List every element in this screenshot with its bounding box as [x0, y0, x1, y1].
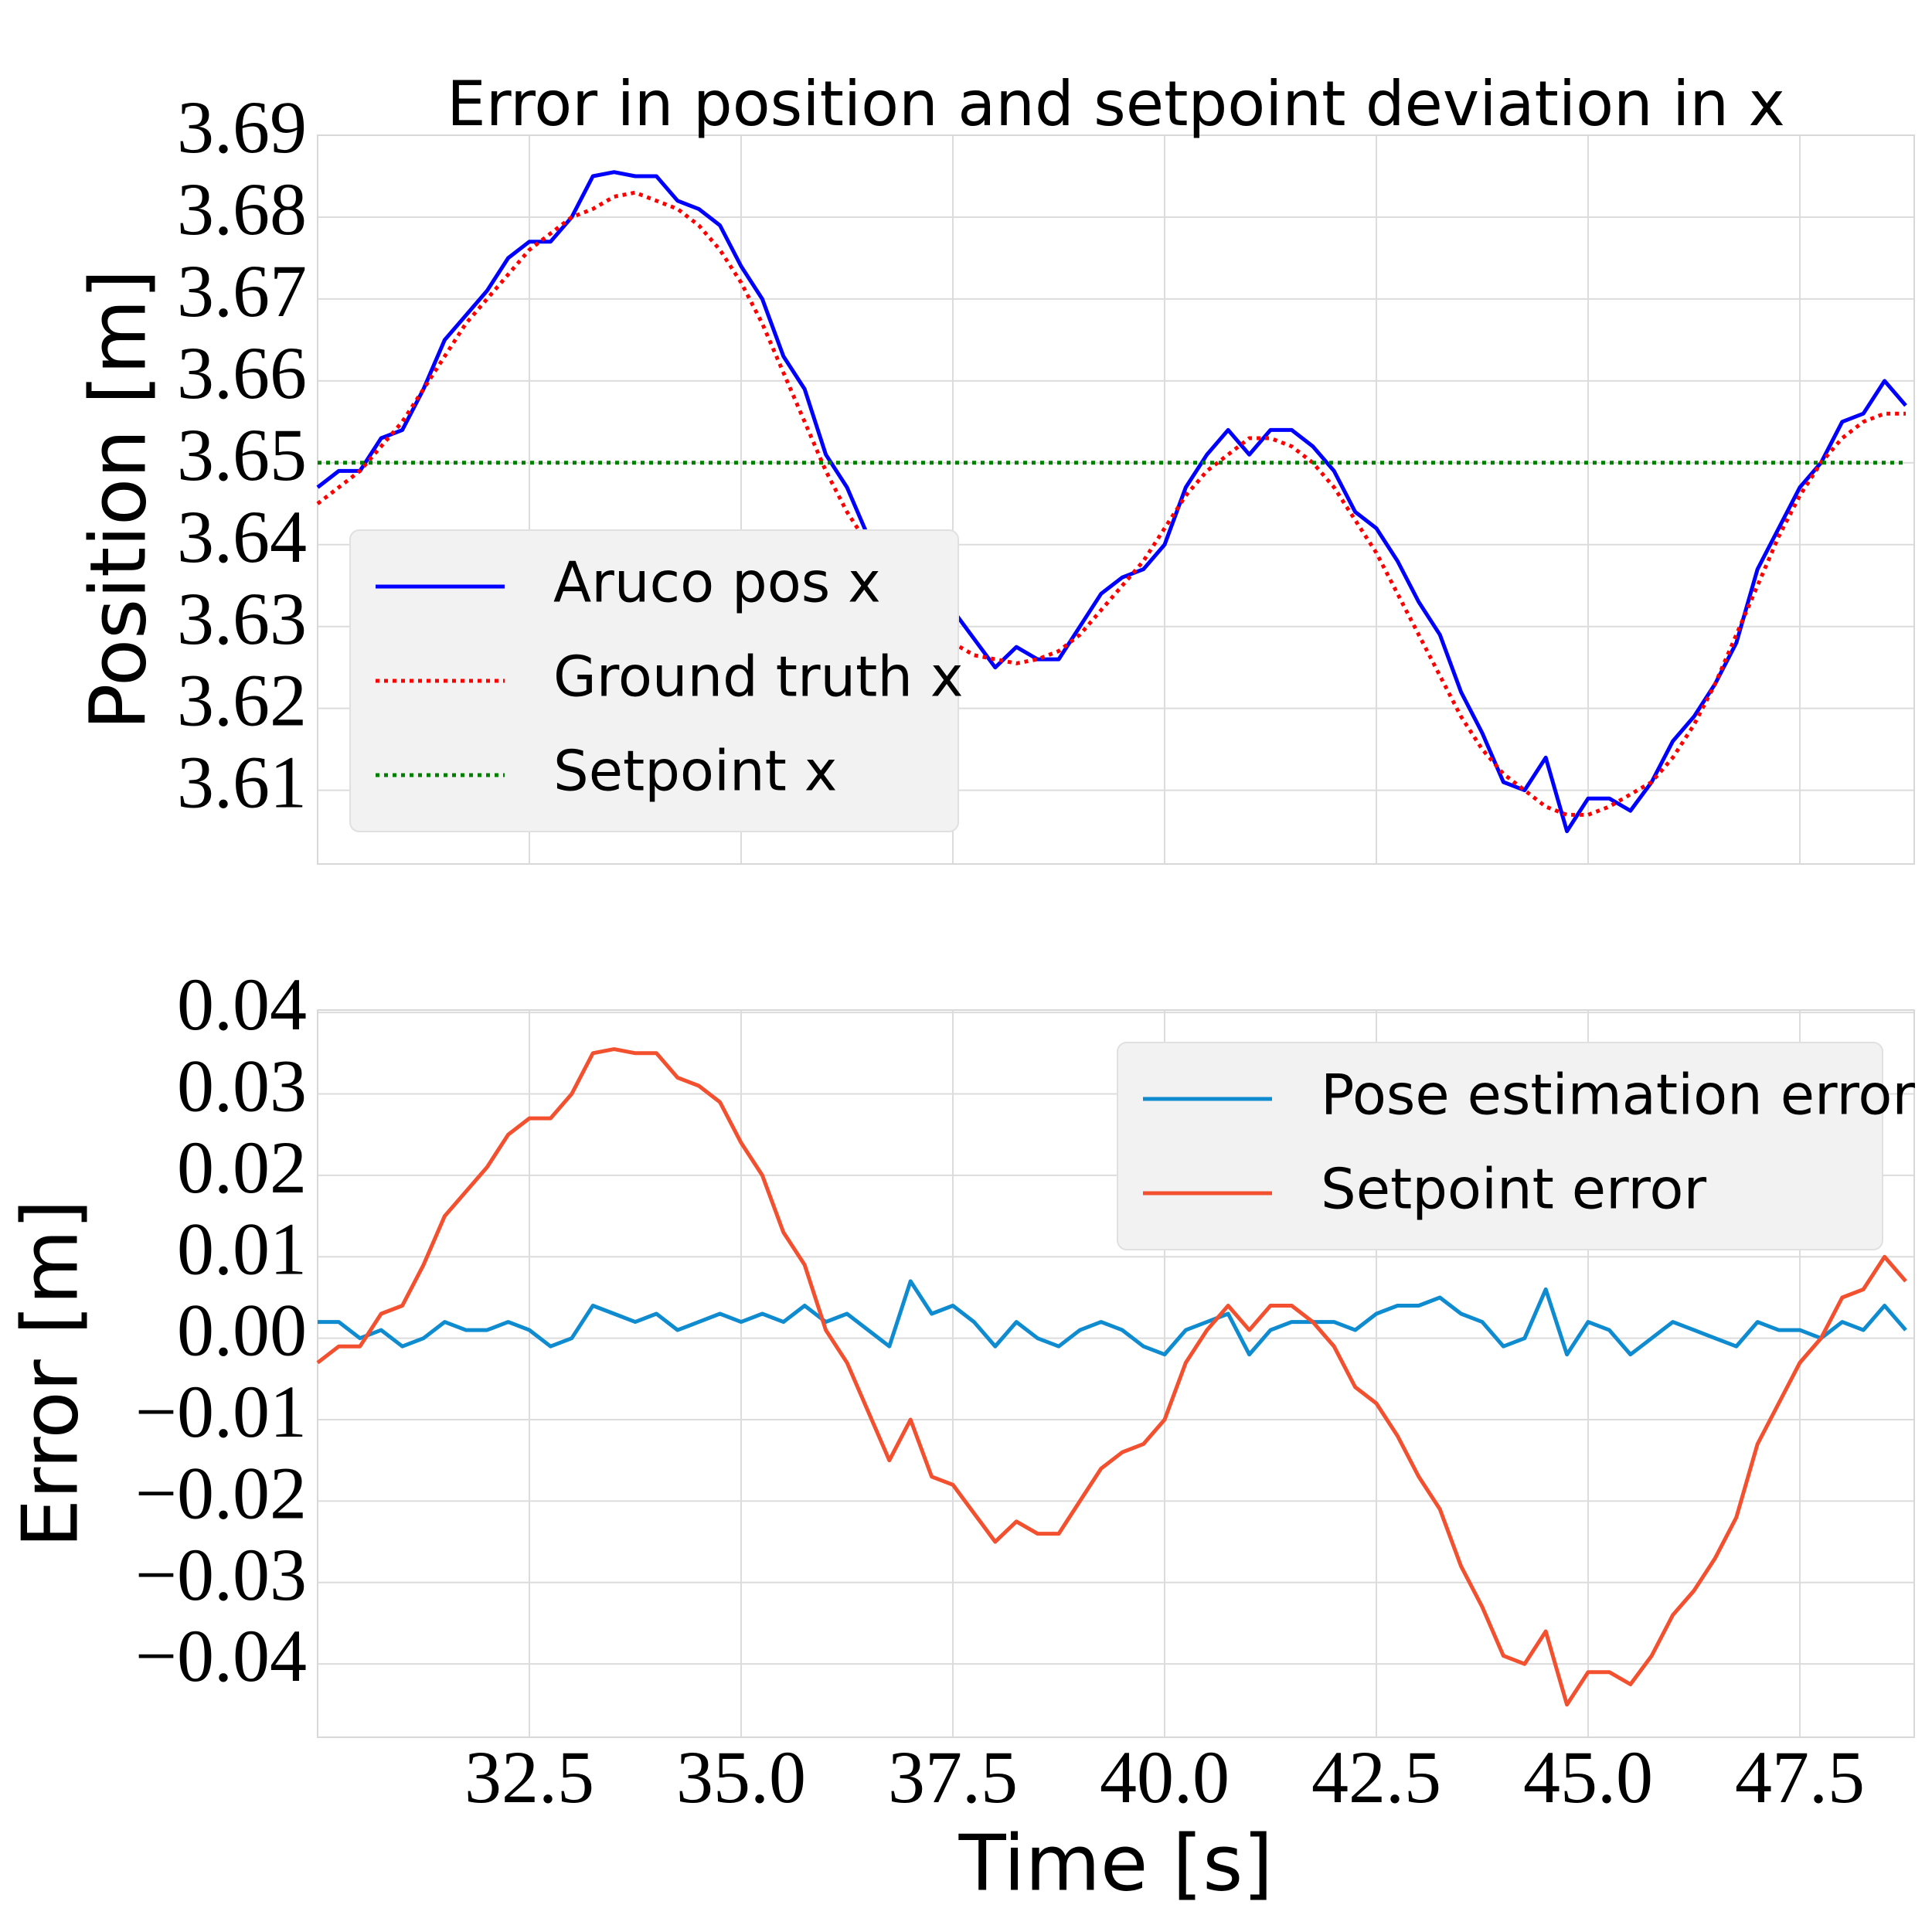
- y-tick-label: −0.03: [135, 1533, 307, 1616]
- series-line: [316, 170, 1907, 834]
- series-line: [318, 1279, 1907, 1357]
- legend-label: Pose estimation error: [1321, 1063, 1915, 1128]
- legend-box: [1117, 1042, 1883, 1250]
- y-tick-label: −0.02: [135, 1451, 307, 1534]
- x-axis-label: Time [s]: [958, 1818, 1274, 1908]
- x-tick-label: 37.5: [888, 1736, 1018, 1818]
- x-tick-label: 45.0: [1523, 1736, 1653, 1818]
- y-tick-label: 3.68: [177, 168, 307, 250]
- y-tick-label: 0.01: [177, 1207, 307, 1290]
- y-tick-label: 3.64: [177, 495, 307, 578]
- plot-frame: [317, 134, 1915, 865]
- y-tick-label: 3.62: [177, 659, 307, 742]
- y-tick-label: 3.67: [177, 250, 307, 332]
- y-tick-label: 3.61: [177, 741, 307, 824]
- y-axis-label: Error [m]: [5, 1199, 95, 1548]
- y-tick-label: 3.63: [177, 577, 307, 660]
- y-tick-label: 0.03: [177, 1045, 307, 1128]
- legend: Aruco pos x Ground truth x Setpoint x: [349, 529, 964, 832]
- y-axis-label: Position [m]: [73, 269, 163, 730]
- legend-label: Ground truth x: [553, 645, 964, 709]
- x-tick-label: 32.5: [464, 1736, 594, 1818]
- x-tick-label: 40.0: [1100, 1736, 1230, 1818]
- legend-label: Setpoint error: [1321, 1157, 1706, 1222]
- x-tick-label: 47.5: [1735, 1736, 1865, 1818]
- x-tick-label: 42.5: [1311, 1736, 1441, 1818]
- legend-box: [349, 529, 959, 832]
- y-tick-label: 0.04: [177, 963, 307, 1046]
- y-tick-label: 3.66: [177, 332, 307, 414]
- y-tick-label: −0.01: [135, 1370, 307, 1453]
- plot-frame: [317, 1009, 1915, 1738]
- series-line: [316, 190, 1906, 817]
- y-tick-label: 3.65: [177, 413, 307, 496]
- y-tick-label: 0.02: [177, 1126, 307, 1209]
- series-line: [316, 1047, 1907, 1707]
- chart-title: Error in position and setpoint deviation…: [447, 68, 1785, 140]
- legend: Pose estimation error Setpoint error: [1117, 1042, 1915, 1250]
- y-tick-label: 3.69: [177, 86, 307, 168]
- y-tick-label: 0.00: [177, 1289, 307, 1372]
- legend-label: Aruco pos x: [553, 550, 881, 615]
- y-tick-label: −0.04: [135, 1614, 307, 1697]
- axes: −0.04−0.03−0.02−0.010.000.010.020.030.04…: [135, 963, 1915, 1818]
- legend-label: Setpoint x: [553, 739, 837, 804]
- x-tick-label: 35.0: [676, 1736, 806, 1818]
